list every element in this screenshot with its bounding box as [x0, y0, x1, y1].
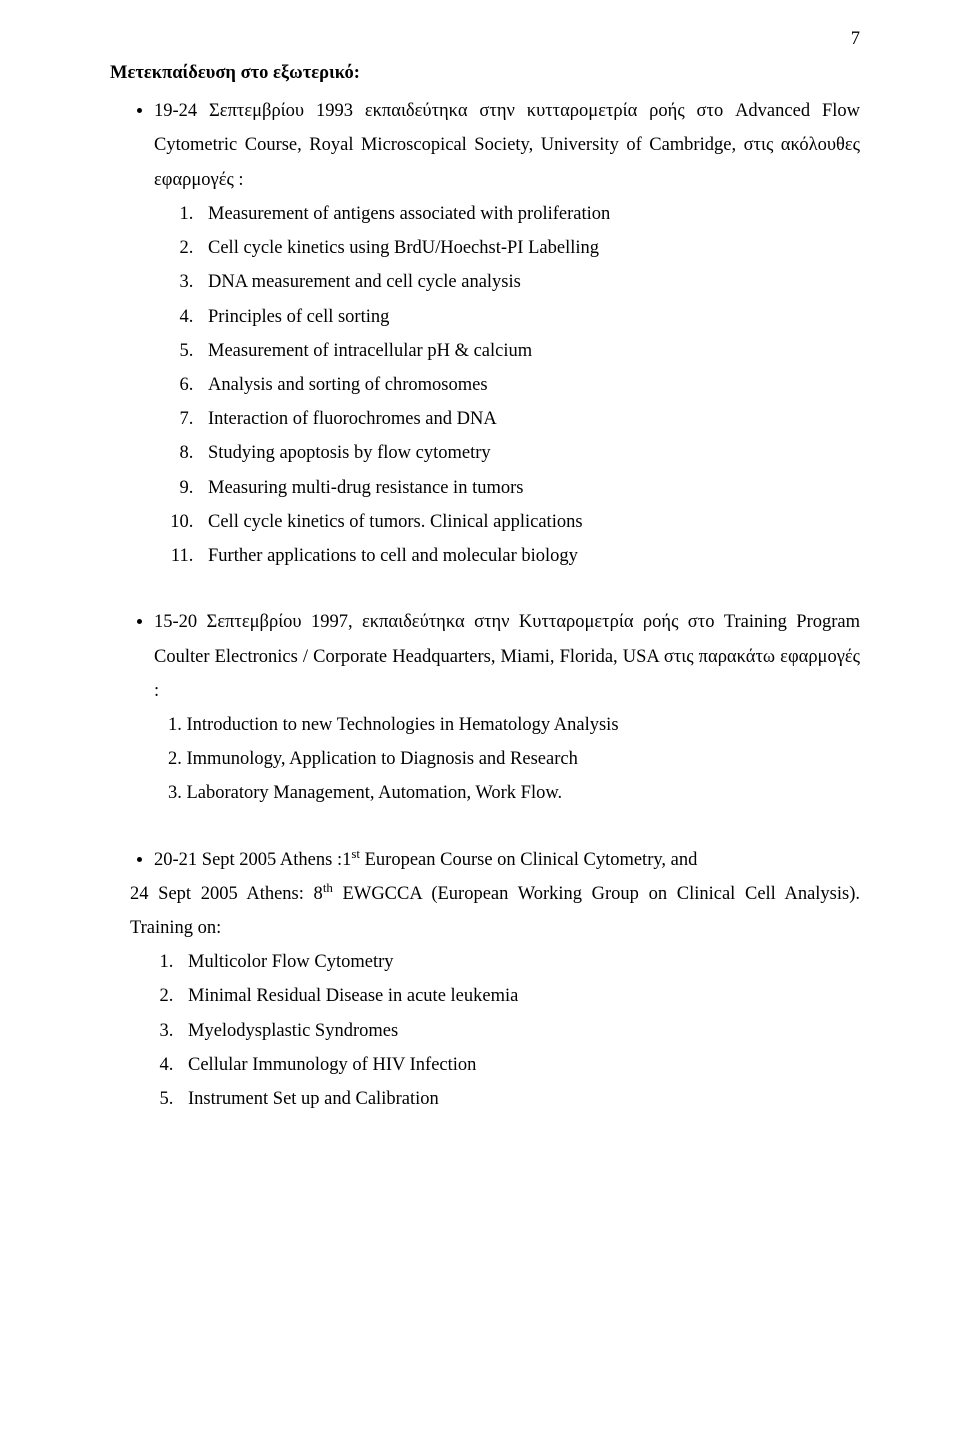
- text: European Course on Clinical Cytometry, a…: [360, 850, 697, 870]
- list-item: Instrument Set up and Calibration: [178, 1082, 860, 1116]
- bullet-list: 19-24 Σεπτεμβρίου 1993 εκπαιδεύτηκα στην…: [110, 94, 860, 1116]
- list-item: DNA measurement and cell cycle analysis: [198, 265, 860, 299]
- bullet-intro: 19-24 Σεπτεμβρίου 1993 εκπαιδεύτηκα στην…: [154, 101, 860, 189]
- list-item: Myelodysplastic Syndromes: [178, 1014, 860, 1048]
- page: 7 Μετεκπαίδευση στο εξωτερικό: 19-24 Σεπ…: [0, 0, 960, 1451]
- text: 24 Sept 2005 Athens: 8: [130, 884, 323, 904]
- bullet-intro-line2: 24 Sept 2005 Athens: 8th EWGCCA (Europea…: [130, 877, 860, 945]
- list-item: Multicolor Flow Cytometry: [178, 945, 860, 979]
- list-item: Cell cycle kinetics of tumors. Clinical …: [198, 505, 860, 539]
- bullet-intro: 15-20 Σεπτεμβρίου 1997, εκπαιδεύτηκα στη…: [154, 612, 860, 700]
- spacer: [154, 811, 860, 841]
- list-item: Principles of cell sorting: [198, 300, 860, 334]
- numbered-list: Measurement of antigens associated with …: [154, 197, 860, 573]
- list-item: Introduction to new Technologies in Hema…: [158, 708, 860, 742]
- list-item: Minimal Residual Disease in acute leukem…: [178, 979, 860, 1013]
- bullet-item: 15-20 Σεπτεμβρίου 1997, εκπαιδεύτηκα στη…: [154, 605, 860, 840]
- superscript: th: [323, 880, 333, 895]
- list-item: Laboratory Management, Automation, Work …: [158, 776, 860, 810]
- numbered-list: Introduction to new Technologies in Hema…: [154, 708, 860, 811]
- text: 20-21 Sept 2005 Athens :1: [154, 850, 351, 870]
- list-item: Measurement of intracellular pH & calciu…: [198, 334, 860, 368]
- bullet-item: 19-24 Σεπτεμβρίου 1993 εκπαιδεύτηκα στην…: [154, 94, 860, 603]
- list-item: Cell cycle kinetics using BrdU/Hoechst-P…: [198, 231, 860, 265]
- list-item: Interaction of fluorochromes and DNA: [198, 402, 860, 436]
- list-item: Measuring multi-drug resistance in tumor…: [198, 471, 860, 505]
- page-number: 7: [851, 22, 860, 56]
- list-item: Further applications to cell and molecul…: [198, 539, 860, 573]
- numbered-list: Multicolor Flow Cytometry Minimal Residu…: [154, 945, 860, 1116]
- spacer: [154, 573, 860, 603]
- section-heading: Μετεκπαίδευση στο εξωτερικό:: [110, 56, 860, 90]
- bullet-item: 20-21 Sept 2005 Athens :1st European Cou…: [154, 843, 860, 1117]
- superscript: st: [351, 845, 360, 860]
- list-item: Immunology, Application to Diagnosis and…: [158, 742, 860, 776]
- list-item: Studying apoptosis by flow cytometry: [198, 436, 860, 470]
- list-item: Cellular Immunology of HIV Infection: [178, 1048, 860, 1082]
- list-item: Measurement of antigens associated with …: [198, 197, 860, 231]
- bullet-intro-line1: 20-21 Sept 2005 Athens :1st European Cou…: [154, 850, 697, 870]
- list-item: Analysis and sorting of chromosomes: [198, 368, 860, 402]
